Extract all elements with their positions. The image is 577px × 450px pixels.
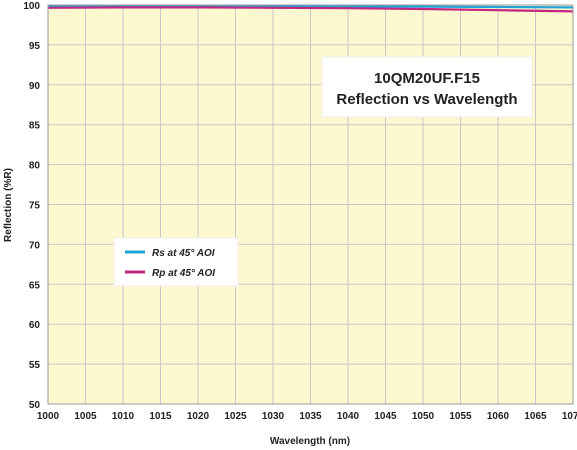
series-line-rs <box>47 5 574 9</box>
plot-frame <box>47 4 574 405</box>
x-tick-label: 1035 <box>299 411 322 422</box>
x-tick-label: 1040 <box>337 411 360 422</box>
x-tick-label: 1030 <box>262 411 285 422</box>
x-tick-label: 1005 <box>74 411 97 422</box>
x-tick-labels: 1000 1005 1010 1015 1020 1025 1030 1035 1040 1045… <box>37 411 577 422</box>
legend-box <box>113 237 239 287</box>
x-axis-title: Wavelength (nm) <box>270 436 350 447</box>
y-tick-label: 95 <box>29 41 41 52</box>
legend-label-rs: Rs at 45° AOI <box>152 248 215 259</box>
y-tick-label: 70 <box>29 240 41 251</box>
y-tick-label: 80 <box>29 161 41 172</box>
x-tick-label: 1065 <box>524 411 547 422</box>
x-tick-label: 1070 <box>562 411 577 422</box>
y-tick-label: 50 <box>29 400 41 411</box>
x-tick-label: 1050 <box>412 411 435 422</box>
x-tick-label: 1060 <box>487 411 510 422</box>
y-tick-label: 75 <box>29 201 41 212</box>
y-tick-labels: 50 55 60 65 70 75 80 85 90 95 100 <box>23 1 40 411</box>
y-tick-label: 55 <box>29 360 41 371</box>
x-tick-label: 1000 <box>37 411 60 422</box>
x-tick-label: 1025 <box>224 411 247 422</box>
series-lines <box>47 5 574 13</box>
y-tick-label: 90 <box>29 81 41 92</box>
y-tick-label: 100 <box>23 1 40 12</box>
chart-subtitle: Reflection vs Wavelength <box>336 91 517 108</box>
y-tick-label: 65 <box>29 280 41 291</box>
y-tick-label: 85 <box>29 121 41 132</box>
legend: Rs at 45° AOI Rp at 45° AOI <box>113 237 239 287</box>
y-axis-title: Reflection (%R) <box>3 168 14 242</box>
y-tick-label: 60 <box>29 320 41 331</box>
series-line-rp <box>47 6 574 13</box>
x-tick-label: 1020 <box>187 411 210 422</box>
x-tick-label: 1010 <box>112 411 135 422</box>
x-tick-label: 1055 <box>449 411 472 422</box>
title-box: 10QM20UF.F15 Reflection vs Wavelength <box>321 56 533 118</box>
legend-label-rp: Rp at 45° AOI <box>152 268 215 279</box>
x-tick-label: 1045 <box>374 411 397 422</box>
chart-title: 10QM20UF.F15 <box>374 70 480 87</box>
x-tick-label: 1015 <box>149 411 172 422</box>
